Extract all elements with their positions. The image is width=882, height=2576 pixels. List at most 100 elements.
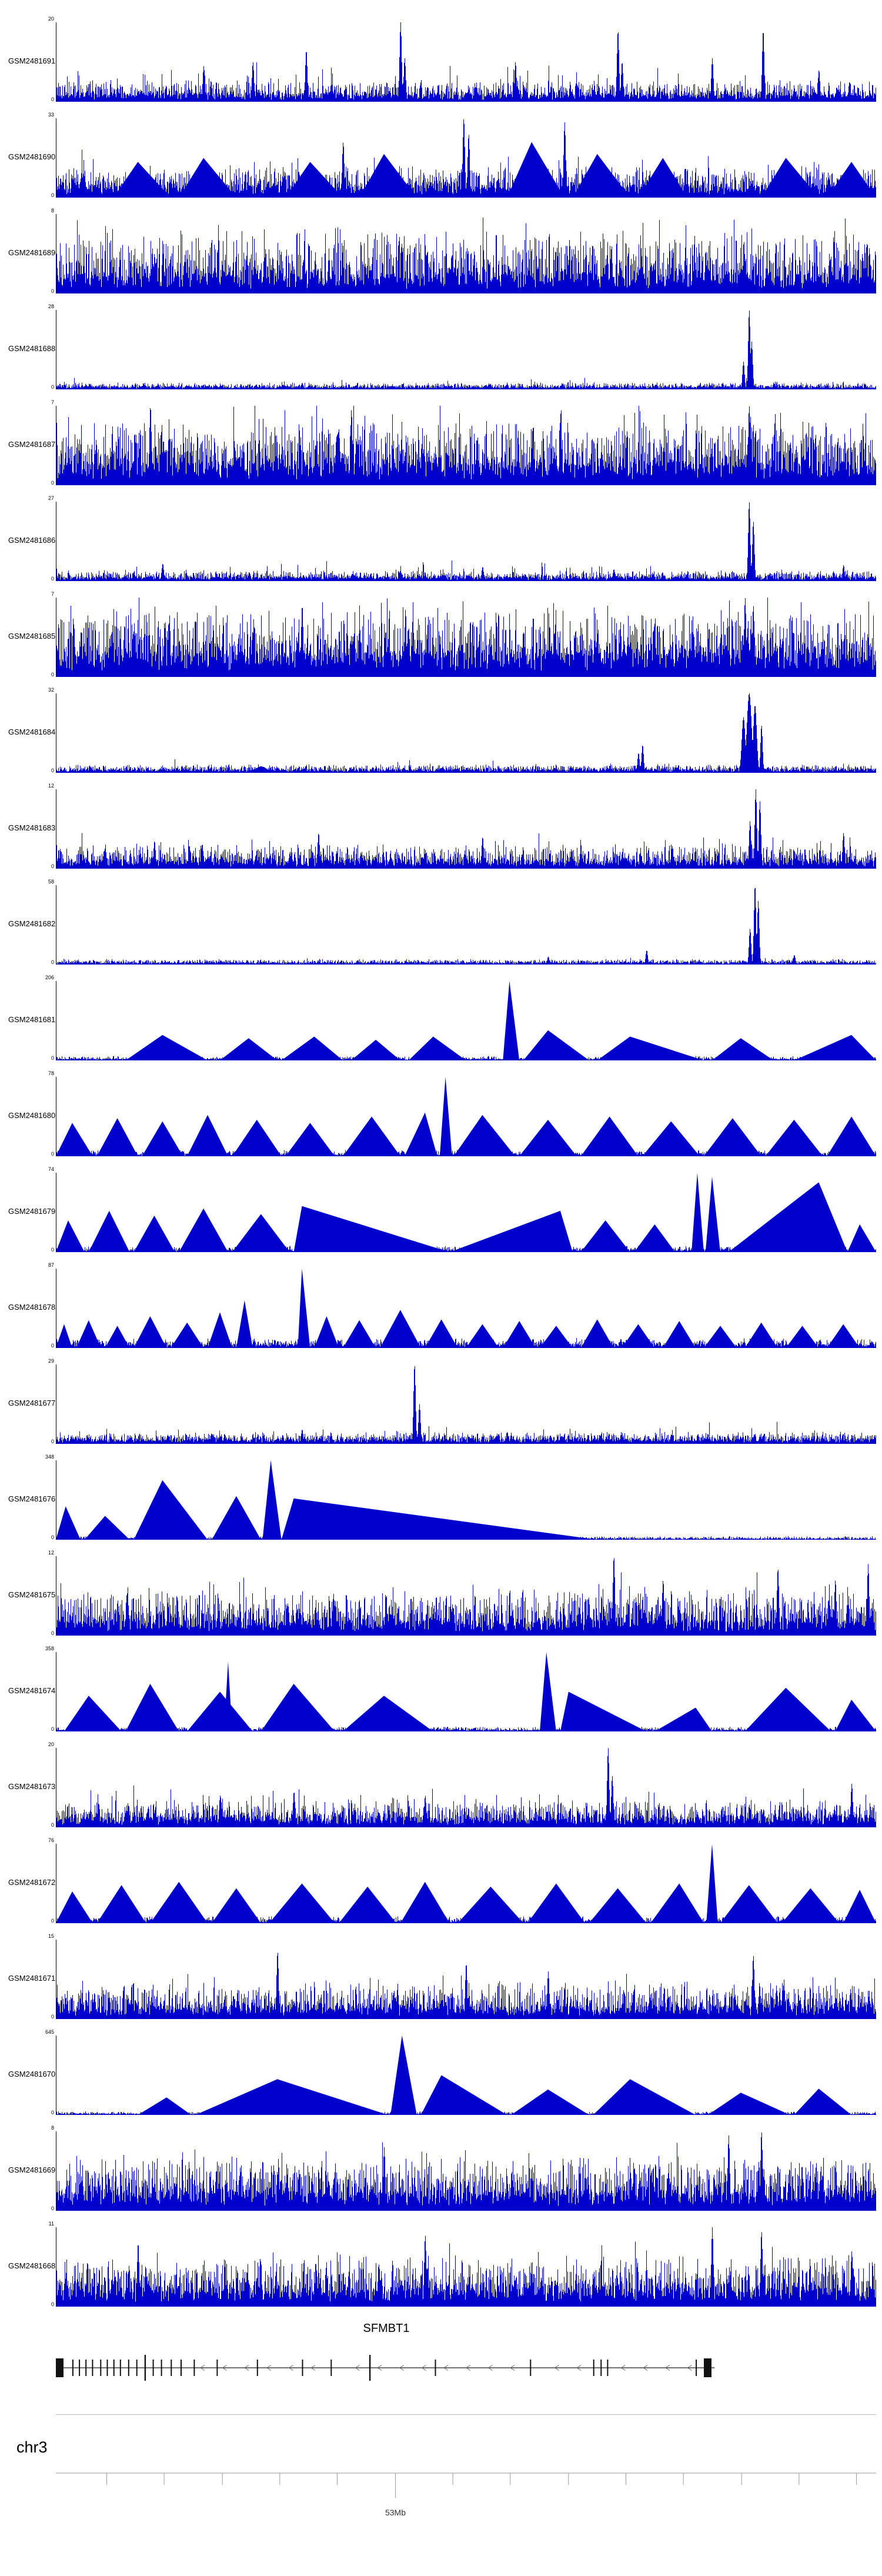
track-slot-GSM2481677: GSM2481677 29 0 (0, 1354, 882, 1450)
strand-arrow-icon (465, 2365, 471, 2371)
track-ymin-label: 0 (51, 1534, 54, 1540)
track-signal-plot (56, 2131, 876, 2211)
strand-arrow-icon (355, 2365, 360, 2371)
separator-line (56, 2414, 876, 2415)
track-label: GSM2481689 (8, 248, 56, 257)
track-signal-plot (56, 1652, 876, 1731)
track-ymin-label: 0 (51, 1822, 54, 1828)
track-signal-plot (56, 2227, 876, 2307)
track-slot-GSM2481691: GSM2481691 20 0 (0, 12, 882, 108)
signal-area (125, 981, 876, 1060)
strand-arrow-icon (310, 2365, 316, 2371)
gene-model (56, 2355, 715, 2381)
strand-arrow-icon (288, 2365, 293, 2371)
track-slot-GSM2481687: GSM2481687 7 0 (0, 395, 882, 491)
track-ymin-label: 0 (51, 863, 54, 869)
strand-arrow-icon (222, 2365, 227, 2371)
signal-spikes (56, 2227, 876, 2307)
gene-exon (119, 2360, 121, 2376)
track-ymin-label: 0 (51, 2110, 54, 2115)
track-ymax-label: 33 (48, 112, 54, 118)
gene-exon (696, 2360, 697, 2376)
track-label: GSM2481677 (8, 1399, 56, 1407)
track-signal-plot (56, 214, 876, 293)
gene-exon (216, 2360, 218, 2376)
signal-area (64, 1652, 876, 1731)
track-ymax-label: 20 (48, 16, 54, 22)
track-ymin-label: 0 (51, 576, 54, 582)
strand-arrow-icon (643, 2365, 648, 2371)
track-slot-GSM2481690: GSM2481690 33 0 (0, 108, 882, 203)
track-signal-plot (56, 598, 876, 677)
track-ymin-label: 0 (51, 2014, 54, 2020)
signal-area (56, 1460, 597, 1540)
track-slot-GSM2481681: GSM2481681 206 0 (0, 970, 882, 1066)
track-label: GSM2481678 (8, 1303, 56, 1312)
track-slot-GSM2481674: GSM2481674 358 0 (0, 1641, 882, 1737)
gene-exon (72, 2360, 74, 2376)
gene-exon (607, 2360, 609, 2376)
track-label: GSM2481675 (8, 1590, 56, 1599)
track-signal-plot (56, 981, 876, 1060)
signal-spikes (56, 887, 876, 965)
gene-exon (161, 2360, 162, 2376)
track-ymax-label: 645 (45, 2029, 54, 2035)
track-ymax-label: 7 (51, 591, 54, 597)
track-ymax-label: 28 (48, 303, 54, 309)
track-slot-GSM2481672: GSM2481672 76 0 (0, 1833, 882, 1929)
track-ymax-label: 206 (45, 975, 54, 980)
gene-exon (600, 2360, 602, 2376)
track-ymax-label: 20 (48, 1741, 54, 1747)
track-label: GSM2481670 (8, 2070, 56, 2078)
track-signal-plot (56, 1460, 876, 1540)
track-label: GSM2481679 (8, 1207, 56, 1216)
signal-spikes (56, 311, 876, 389)
gene-exon (369, 2355, 371, 2381)
track-signal-plot (56, 1364, 876, 1444)
track-ymax-label: 11 (48, 2221, 54, 2227)
gene-exon (79, 2360, 81, 2376)
signal-area (56, 1269, 860, 1348)
strand-arrow-icon (443, 2365, 449, 2371)
gene-exon (106, 2360, 108, 2376)
strand-arrow-icon (266, 2365, 272, 2371)
signal-area (56, 1844, 876, 1923)
gene-exon (85, 2360, 87, 2376)
track-ymax-label: 78 (48, 1070, 54, 1076)
track-ymax-label: 12 (48, 783, 54, 789)
track-slot-GSM2481669: GSM2481669 8 0 (0, 2121, 882, 2217)
gene-exon (302, 2360, 303, 2376)
signal-spikes (56, 22, 876, 102)
track-ymax-label: 58 (48, 879, 54, 885)
strand-arrow-icon (620, 2365, 626, 2371)
gene-exon (113, 2360, 115, 2376)
signal-spikes (56, 1366, 876, 1444)
track-ymax-label: 74 (48, 1166, 54, 1172)
gene-exon-thick (704, 2358, 711, 2377)
track-ymin-label: 0 (51, 1151, 54, 1157)
track-ymax-label: 29 (48, 1358, 54, 1364)
gene-exon (193, 2360, 195, 2376)
signal-area (138, 2036, 852, 2115)
gene-exon (435, 2360, 436, 2376)
track-signal-plot (56, 1844, 876, 1923)
strand-arrow-icon (576, 2365, 582, 2371)
track-label: GSM2481683 (8, 823, 56, 832)
strand-arrow-icon (554, 2365, 559, 2371)
signal-spikes (56, 502, 876, 581)
track-label: GSM2481688 (8, 344, 56, 353)
signal-spikes (56, 1558, 876, 1636)
track-ymin-label: 0 (51, 959, 54, 965)
track-label: GSM2481672 (8, 1878, 56, 1887)
gene-exon-thick (56, 2358, 64, 2377)
track-label: GSM2481671 (8, 1974, 56, 1983)
track-ymin-label: 0 (51, 768, 54, 773)
signal-spikes (56, 789, 876, 869)
track-label: GSM2481684 (8, 728, 56, 736)
track-slot-GSM2481676: GSM2481676 348 0 (0, 1450, 882, 1546)
strand-arrow-icon (399, 2365, 405, 2371)
strand-arrow-icon (244, 2365, 249, 2371)
track-label: GSM2481668 (8, 2261, 56, 2270)
gene-exon (100, 2360, 102, 2376)
